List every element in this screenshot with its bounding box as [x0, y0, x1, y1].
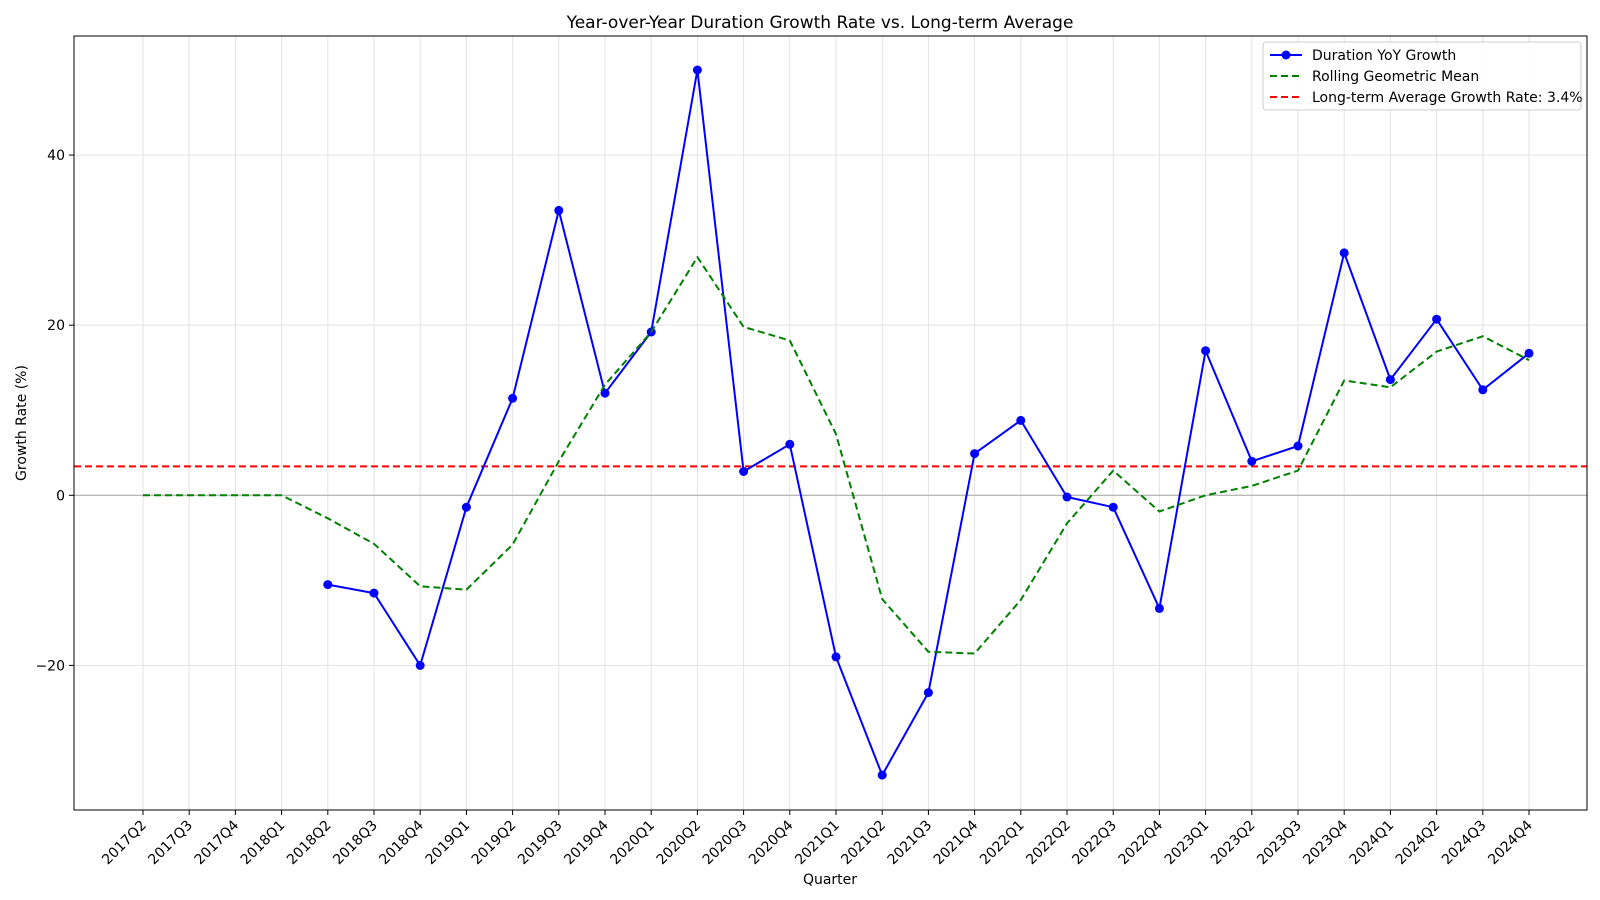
data-point [1154, 603, 1164, 613]
data-point [461, 502, 471, 512]
data-point [554, 205, 564, 215]
y-tick-label: −20 [35, 658, 65, 674]
y-axis-title: Growth Rate (%) [14, 365, 30, 481]
data-point [1432, 314, 1442, 324]
data-point [1478, 385, 1488, 395]
data-point [831, 652, 841, 662]
grid [74, 36, 1587, 810]
series-layer [143, 65, 1534, 780]
legend-label-duration-yoy: Duration YoY Growth [1312, 48, 1456, 64]
data-point [785, 439, 795, 449]
data-point [1247, 456, 1257, 466]
reference-lines [74, 465, 1587, 496]
legend-box [1262, 41, 1582, 111]
data-point [1524, 348, 1534, 358]
data-point [1293, 441, 1303, 451]
data-point [1339, 248, 1349, 258]
y-tick-label: 40 [47, 148, 65, 164]
data-point [508, 393, 518, 403]
series-line-1 [143, 256, 1530, 655]
data-point [923, 688, 933, 698]
plot-frame [73, 35, 1588, 811]
data-point [1016, 415, 1026, 425]
y-tick-label: 0 [56, 488, 65, 504]
data-point [415, 660, 425, 670]
data-point [692, 65, 702, 75]
legend-label-rolling-mean: Rolling Geometric Mean [1312, 69, 1479, 85]
x-axis-title: Quarter [803, 872, 857, 888]
data-point [877, 770, 887, 780]
data-point [323, 580, 333, 590]
data-point [600, 388, 610, 398]
chart-title: Year-over-Year Duration Growth Rate vs. … [566, 13, 1074, 33]
legend-label-long-term-average: Long-term Average Growth Rate: 3.4% [1312, 90, 1583, 106]
data-point [739, 467, 749, 476]
data-point [369, 588, 379, 598]
data-point [1062, 492, 1072, 502]
data-point [1108, 502, 1118, 512]
data-point [1385, 375, 1395, 385]
data-point [1201, 346, 1211, 356]
legend-marker-duration-yoy [1281, 50, 1291, 60]
data-point [970, 449, 980, 459]
legend: Duration YoY Growth Rolling Geometric Me… [1262, 41, 1583, 111]
y-tick-label: 20 [47, 318, 65, 334]
